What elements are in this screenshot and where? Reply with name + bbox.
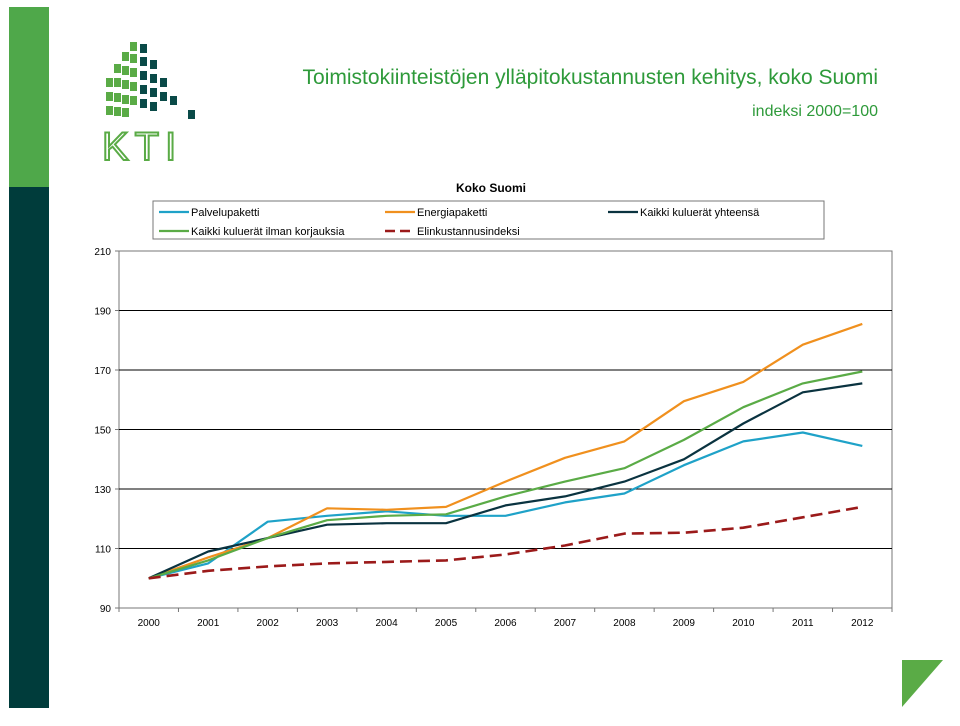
y-tick-label: 170 <box>94 366 111 377</box>
x-axis: 2000 2001 2002 2003 2004 2005 2006 2007 2008 2009… <box>118 608 893 629</box>
series-line <box>148 370 863 580</box>
y-tick-label: 150 <box>94 426 111 437</box>
x-tick-label: 2004 <box>375 618 398 629</box>
x-tick-label: 2003 <box>316 618 339 629</box>
y-axis: 90 110 130 150 170 190 210 <box>94 247 119 615</box>
legend-label: Energiapaketti <box>417 207 487 219</box>
grid-lines <box>119 310 892 549</box>
logo-text: KTI <box>102 125 182 166</box>
chart-title: Koko Suomi <box>456 181 526 195</box>
legend-box <box>152 200 825 240</box>
series-line <box>148 431 863 580</box>
x-tick-label: 2007 <box>554 618 577 629</box>
x-tick-label: 2005 <box>435 618 458 629</box>
x-tick-label: 2010 <box>732 618 755 629</box>
x-tick-label: 2009 <box>673 618 696 629</box>
page-title: Toimistokiinteistöjen ylläpitokustannust… <box>302 66 878 89</box>
legend-label: Kaikki kuluerät yhteensä <box>640 207 760 219</box>
x-tick-label: 2001 <box>197 618 220 629</box>
x-tick-label: 2002 <box>257 618 280 629</box>
y-tick-label: 130 <box>94 485 111 496</box>
legend-label: Palvelupaketti <box>191 207 260 219</box>
brand-bar-dark <box>9 187 49 708</box>
brand-bar-green <box>9 7 49 187</box>
legend-label: Kaikki kuluerät ilman korjauksia <box>191 226 345 238</box>
kti-logo-icon: KTI <box>101 42 195 166</box>
series-lines <box>148 322 863 580</box>
x-tick-label: 2008 <box>613 618 636 629</box>
y-tick-label: 210 <box>94 247 111 258</box>
x-tick-label: 2012 <box>851 618 874 629</box>
corner-triangle-icon <box>902 660 943 707</box>
chart-legend: Palvelupaketti Energiapaketti Kaikki kulue… <box>152 200 825 240</box>
y-tick-label: 110 <box>95 545 111 556</box>
x-tick-label: 2000 <box>138 618 161 629</box>
page-subtitle: indeksi 2000=100 <box>752 103 878 120</box>
y-tick-label: 190 <box>94 307 111 318</box>
series-line <box>148 505 863 580</box>
legend-label: Elinkustannusindeksi <box>417 226 520 238</box>
y-tick-label: 90 <box>100 604 112 615</box>
x-tick-label: 2011 <box>792 618 814 629</box>
x-tick-label: 2006 <box>494 618 517 629</box>
